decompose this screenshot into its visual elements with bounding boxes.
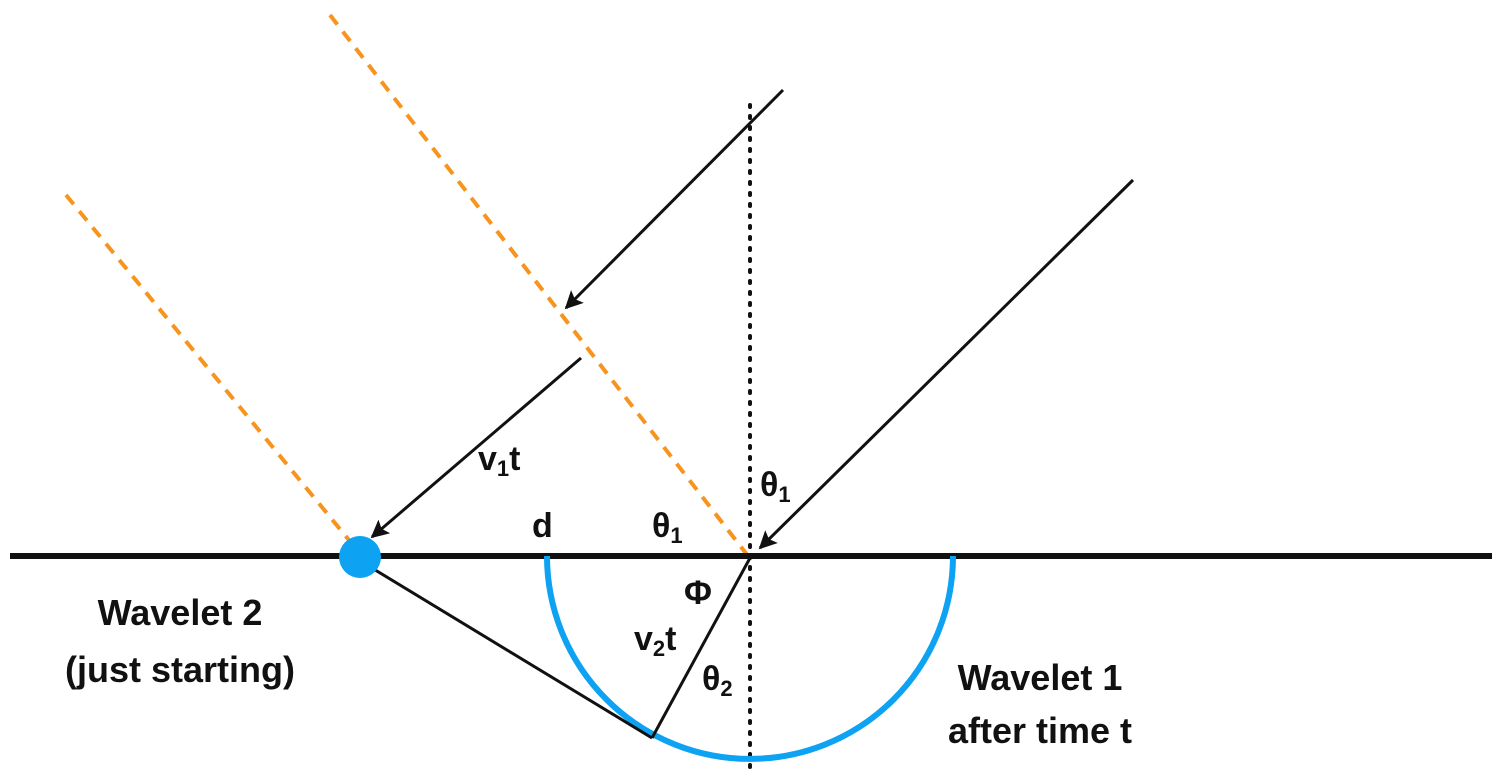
wavefront-line-right (328, 13, 750, 558)
label-wavelet-1-subtitle: after time t (948, 710, 1132, 751)
incident-ray-right (758, 178, 1135, 550)
wavefront-line-left (64, 193, 364, 558)
wavelet-2-point (339, 536, 381, 578)
label-theta1-surface: θ1 (652, 507, 683, 548)
wavelet-1-arc (544, 555, 956, 762)
label-d: d (532, 507, 553, 545)
incident-ray-v1t (370, 356, 582, 539)
label-v2t: v2t (634, 620, 677, 661)
label-theta1-normal: θ1 (760, 466, 791, 507)
incident-ray-upper (564, 88, 785, 310)
label-v1t: v1t (478, 440, 521, 481)
label-wavelet-2-subtitle: (just starting) (65, 649, 295, 690)
refracted-wavefront (361, 560, 653, 740)
label-wavelet-2-title: Wavelet 2 (98, 592, 263, 633)
label-wavelet-1-title: Wavelet 1 (958, 657, 1123, 698)
refracted-ray-v2t (650, 557, 752, 739)
label-theta2: θ2 (702, 660, 733, 701)
label-phi: Φ (684, 574, 712, 612)
